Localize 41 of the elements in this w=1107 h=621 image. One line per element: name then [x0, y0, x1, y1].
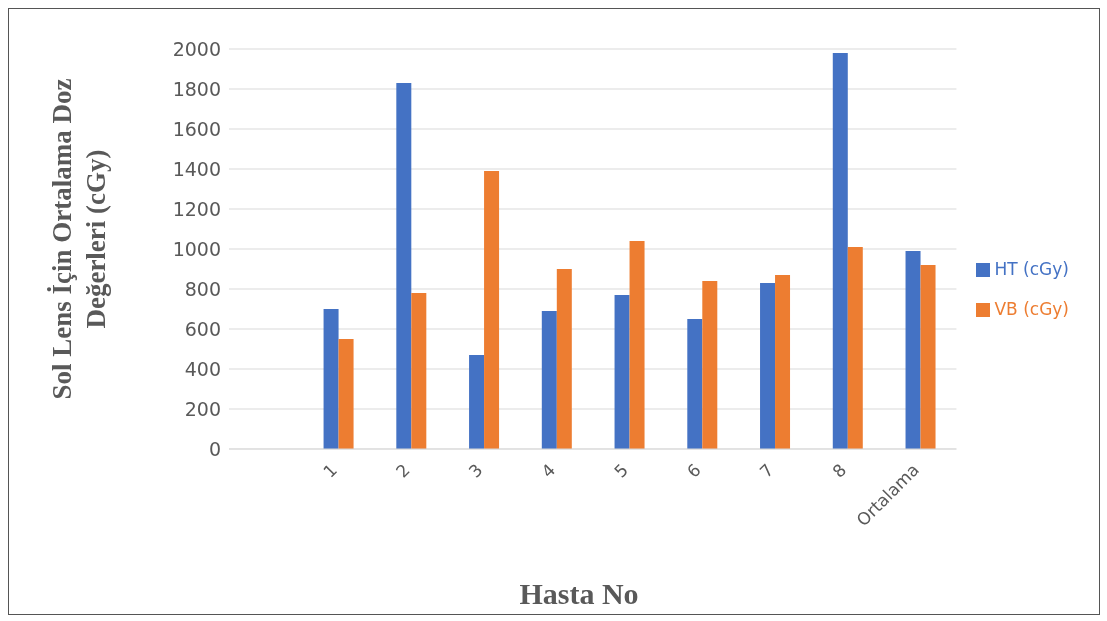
bar — [775, 275, 791, 449]
x-tick-label: 7 — [755, 459, 778, 482]
bar — [687, 319, 703, 449]
bar — [469, 355, 485, 449]
bar — [556, 269, 572, 449]
y-tick-label: 1200 — [172, 197, 221, 220]
x-tick-label: 1 — [319, 459, 341, 482]
bar — [905, 251, 921, 449]
bar — [760, 283, 776, 449]
y-tick-label: 1000 — [172, 237, 221, 260]
y-tick-label: 1400 — [172, 157, 221, 180]
y-axis-title: Sol Lens İçin Ortalama Doz Değerleri (cGy) — [46, 77, 112, 402]
bar — [614, 295, 630, 449]
y-tick-label: 1800 — [172, 77, 221, 100]
bar — [541, 311, 557, 449]
legend-label: HT (cGy) — [994, 259, 1069, 279]
y-tick-label: 0 — [208, 437, 221, 460]
legend-label: VB (cGy) — [994, 299, 1069, 319]
y-tick-label: 1600 — [172, 117, 221, 140]
y-tick-label: 800 — [184, 277, 221, 300]
bar — [484, 171, 500, 449]
x-tick-label: 4 — [537, 459, 560, 482]
x-axis-title: Hasta No — [518, 577, 640, 611]
y-tick-label: 400 — [184, 357, 221, 380]
y-tick-label: 2000 — [172, 37, 221, 60]
bar — [832, 53, 848, 449]
x-tick-label: 6 — [682, 459, 705, 482]
y-tick-label: 600 — [184, 317, 221, 340]
bar — [338, 339, 354, 449]
bar — [702, 281, 718, 449]
x-tick-label: 8 — [828, 459, 851, 482]
bar — [323, 309, 339, 449]
x-tick-label: 3 — [464, 459, 487, 482]
x-tick-label: 2 — [391, 459, 414, 482]
bar — [396, 83, 412, 449]
bar — [847, 247, 863, 449]
bar — [629, 241, 645, 449]
y-tick-label: 200 — [184, 397, 221, 420]
x-tick-label: 5 — [610, 459, 632, 482]
bar — [411, 293, 427, 449]
bar — [920, 265, 936, 449]
